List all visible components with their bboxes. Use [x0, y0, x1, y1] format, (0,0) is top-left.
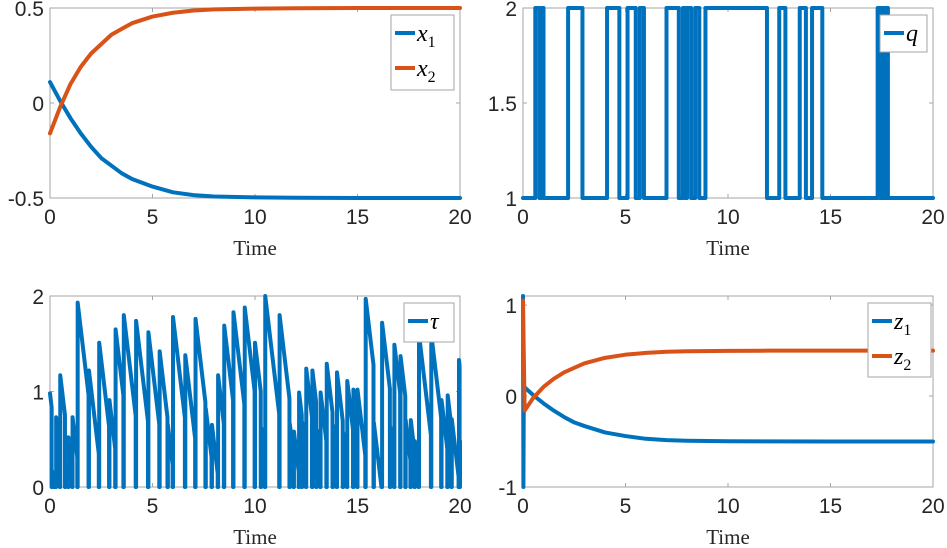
x-tick-label: 10 — [716, 495, 739, 518]
x-tick-label: 20 — [448, 495, 471, 518]
x-tick-label: 10 — [243, 206, 266, 229]
x-tick-label: 0 — [44, 206, 56, 229]
legend-label: τ — [430, 309, 440, 335]
y-tick-label: 2 — [32, 286, 44, 309]
x-tick-label: 15 — [346, 206, 369, 229]
series-tau — [48, 294, 462, 489]
x-axis-label: Time — [233, 236, 277, 260]
series-x2 — [48, 6, 462, 136]
subplot-tau-timer: 0 5 10 15 20 0 1 2 Time τ — [32, 286, 471, 548]
y-tick-label: 0.5 — [15, 0, 44, 21]
y-tick-label: -1 — [498, 477, 517, 500]
x-tick-label: 15 — [819, 495, 842, 518]
x-tick-label: 15 — [346, 495, 369, 518]
y-tick-label: -0.5 — [8, 188, 44, 211]
y-tick-label: 1 — [32, 382, 44, 405]
x-tick-label: 10 — [243, 495, 266, 518]
y-tick-label: 0 — [32, 477, 44, 500]
legend: q — [879, 14, 928, 53]
x-tick-label: 5 — [147, 495, 159, 518]
y-tick-label: 2 — [505, 0, 517, 21]
subplot-q-mode: 0 5 10 15 20 1 1.5 2 Time q — [488, 0, 945, 260]
x-tick-label: 5 — [620, 206, 632, 229]
y-tick-label: 0 — [505, 386, 517, 409]
series-x1 — [48, 80, 462, 200]
x-tick-label: 15 — [819, 206, 842, 229]
series-z2 — [521, 298, 935, 413]
x-axis-label: Time — [706, 525, 750, 548]
x-axis-label: Time — [706, 236, 750, 260]
x-tick-label: 5 — [620, 495, 632, 518]
y-tick-label: 1 — [505, 188, 517, 211]
x-tick-label: 0 — [44, 495, 56, 518]
x-tick-label: 10 — [716, 206, 739, 229]
x-tick-label: 20 — [921, 206, 944, 229]
y-tick-label: 0 — [32, 93, 44, 116]
legend: τ — [403, 302, 455, 343]
series-q — [521, 6, 935, 200]
x-tick-label: 0 — [517, 206, 529, 229]
x-tick-label: 5 — [147, 206, 159, 229]
x-axis-label: Time — [233, 525, 277, 548]
x-tick-label: 0 — [517, 495, 529, 518]
y-tick-label: 1.5 — [488, 93, 517, 116]
x-tick-label: 20 — [921, 495, 944, 518]
legend-label: q — [906, 21, 918, 47]
y-tick-label: 1 — [505, 295, 517, 318]
x-tick-label: 20 — [448, 206, 471, 229]
axes-frame — [522, 7, 934, 199]
